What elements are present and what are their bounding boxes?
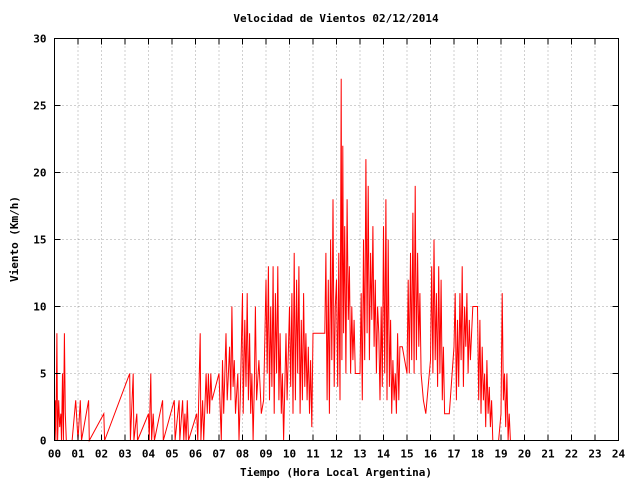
chart-title: Velocidad de Vientos 02/12/2014 [233,12,439,25]
x-tick-label: 00 [48,448,61,461]
x-tick-label: 05 [165,448,178,461]
y-axis-label: Viento (Km/h) [8,196,21,282]
x-tick-label: 01 [71,448,85,461]
x-tick-label: 16 [424,448,438,461]
x-tick-label: 04 [142,448,156,461]
y-tick-label: 25 [33,100,46,113]
y-tick-label: 15 [33,234,46,247]
x-tick-label: 19 [494,448,507,461]
x-tick-label: 15 [400,448,413,461]
x-axis-label: Tiempo (Hora Local Argentina) [240,466,432,479]
x-tick-label: 21 [541,448,555,461]
x-tick-label: 08 [236,448,249,461]
axis-ticks [54,38,619,441]
x-tick-label: 23 [588,448,601,461]
x-tick-label: 03 [118,448,131,461]
x-tick-label: 09 [259,448,272,461]
y-tick-label: 30 [33,33,46,46]
x-tick-label: 17 [447,448,460,461]
wind-speed-series-line [54,78,511,443]
y-tick-label: 10 [33,301,46,314]
x-tick-label: 02 [95,448,108,461]
x-tick-label: 11 [306,448,320,461]
series-layer [54,78,511,443]
x-tick-label: 06 [189,448,203,461]
x-tick-label: 24 [612,448,626,461]
x-tick-label: 07 [212,448,225,461]
x-tick-label: 13 [353,448,366,461]
y-tick-label: 5 [40,368,47,381]
grid-lines [54,38,619,441]
x-tick-label: 22 [565,448,578,461]
x-tick-label: 14 [377,448,391,461]
x-tick-label: 10 [283,448,296,461]
x-tick-labels: 00 01 02 03 04 05 06 07 08 09 10 11 12 13 14 15 16 17 18 19… [48,448,626,461]
x-tick-label: 20 [518,448,531,461]
y-tick-label: 20 [33,167,46,180]
y-tick-labels: 0 5 10 15 20 25 30 [33,33,46,448]
y-tick-label: 0 [40,435,47,448]
x-tick-label: 12 [330,448,343,461]
x-tick-label: 18 [471,448,484,461]
